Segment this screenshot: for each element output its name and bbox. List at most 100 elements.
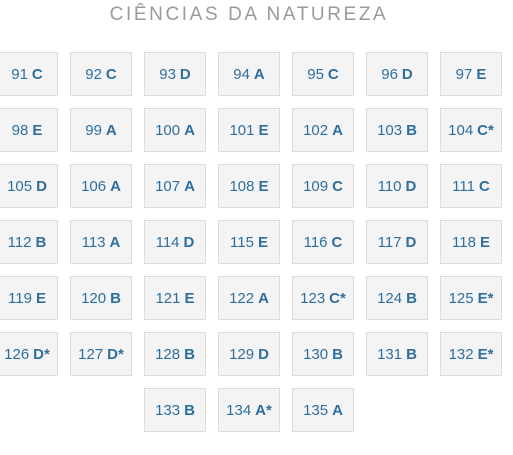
answer-cell[interactable]: 125 E*: [440, 276, 502, 320]
answer-letter: B: [110, 289, 121, 307]
answer-cell[interactable]: 124 B: [366, 276, 428, 320]
answer-cell[interactable]: 126 D*: [0, 332, 58, 376]
question-number: 130: [303, 345, 329, 363]
answer-cell[interactable]: 112 B: [0, 220, 58, 264]
answer-letter: E: [479, 233, 490, 251]
answer-cell[interactable]: 127 D*: [70, 332, 132, 376]
answer-letter: E: [476, 65, 487, 83]
answer-cell[interactable]: 122 A: [218, 276, 280, 320]
answer-cell[interactable]: 97 E: [440, 52, 502, 96]
answer-cell[interactable]: 131 B: [366, 332, 428, 376]
answer-letter: A: [332, 401, 343, 419]
answer-cell[interactable]: 96 D: [366, 52, 428, 96]
answer-letter: B: [184, 401, 195, 419]
question-number: 107: [155, 177, 181, 195]
question-number: 102: [303, 121, 329, 139]
answer-cell[interactable]: 94 A: [218, 52, 280, 96]
answer-cell[interactable]: 134 A*: [218, 388, 280, 432]
answer-cell[interactable]: 93 D: [144, 52, 206, 96]
question-number: 111: [452, 177, 475, 195]
answer-letter: A*: [255, 401, 272, 419]
answer-cell[interactable]: 117 D: [366, 220, 428, 264]
answer-letter: C: [332, 177, 343, 195]
answer-cell[interactable]: 130 B: [292, 332, 354, 376]
answer-cell[interactable]: 95 C: [292, 52, 354, 96]
answer-cell[interactable]: 91 C: [0, 52, 58, 96]
answer-cell[interactable]: 99 A: [70, 108, 132, 152]
answer-cell[interactable]: 113 A: [70, 220, 132, 264]
question-number: 110: [377, 177, 402, 195]
answer-letter: C: [331, 233, 343, 251]
question-number: 129: [229, 345, 255, 363]
answer-letter: A: [258, 289, 269, 307]
answer-cell[interactable]: 100 A: [144, 108, 206, 152]
answer-cell[interactable]: 111 C: [440, 164, 502, 208]
question-number: 96: [381, 65, 398, 83]
question-number: 95: [307, 65, 324, 83]
question-number: 91: [11, 65, 28, 83]
answer-letter: E: [35, 289, 46, 307]
answer-letter: E*: [477, 345, 494, 363]
answer-cell[interactable]: 129 D: [218, 332, 280, 376]
question-number: 119: [8, 289, 32, 307]
question-number: 94: [233, 65, 250, 83]
question-number: 118: [452, 233, 476, 251]
answer-cell[interactable]: 128 B: [144, 332, 206, 376]
question-number: 134: [226, 401, 252, 419]
answer-letter: C: [327, 65, 339, 83]
answer-letter: E: [257, 233, 268, 251]
answer-cell[interactable]: 120 B: [70, 276, 132, 320]
answer-cell[interactable]: 107 A: [144, 164, 206, 208]
question-number: 135: [303, 401, 329, 419]
answer-cell[interactable]: 105 D: [0, 164, 58, 208]
section-title: CIÊNCIAS DA NATUREZA: [109, 4, 389, 25]
question-number: 104: [448, 121, 474, 139]
question-number: 124: [377, 289, 403, 307]
answer-cell[interactable]: 123 C*: [292, 276, 354, 320]
answer-letter: A: [110, 177, 121, 195]
answer-cell[interactable]: 106 A: [70, 164, 132, 208]
answer-letter: A: [253, 65, 265, 83]
answer-letter: B: [406, 289, 417, 307]
answer-cell[interactable]: 135 A: [292, 388, 354, 432]
question-number: 128: [155, 345, 181, 363]
answer-letter: A: [105, 121, 117, 139]
answer-letter: B: [406, 121, 417, 139]
answer-cell[interactable]: 133 B: [144, 388, 206, 432]
answer-letter: E*: [477, 289, 494, 307]
question-number: 99: [85, 121, 102, 139]
answer-cell[interactable]: 118 E: [440, 220, 502, 264]
question-number: 132: [448, 345, 474, 363]
answer-letter: E: [258, 121, 269, 139]
answer-letter: C: [105, 65, 117, 83]
answer-cell[interactable]: 115 E: [218, 220, 280, 264]
answer-letter: B: [406, 345, 417, 363]
question-number: 98: [11, 121, 29, 139]
answer-cell[interactable]: 116 C: [292, 220, 354, 264]
question-number: 109: [303, 177, 329, 195]
question-number: 100: [155, 121, 181, 139]
question-number: 105: [7, 177, 33, 195]
answer-cell[interactable]: 109 C: [292, 164, 354, 208]
answer-cell[interactable]: 132 E*: [440, 332, 502, 376]
question-number: 93: [159, 65, 176, 83]
answer-cell[interactable]: 114 D: [144, 220, 206, 264]
answer-letter: A: [184, 121, 195, 139]
answer-cell[interactable]: 103 B: [366, 108, 428, 152]
answer-cell[interactable]: 102 A: [292, 108, 354, 152]
answer-cell[interactable]: 108 E: [218, 164, 280, 208]
answer-cell[interactable]: 101 E: [218, 108, 280, 152]
answer-cell[interactable]: 110 D: [366, 164, 428, 208]
answer-letter: D*: [107, 345, 124, 363]
answer-cell[interactable]: 121 E: [144, 276, 206, 320]
question-number: 125: [448, 289, 474, 307]
answer-letter: D*: [33, 345, 50, 363]
answer-letter: B: [332, 345, 343, 363]
question-number: 108: [229, 177, 255, 195]
answer-cell[interactable]: 98 E: [0, 108, 58, 152]
answer-letter: C*: [329, 289, 346, 307]
answer-cell[interactable]: 92 C: [70, 52, 132, 96]
question-number: 92: [85, 65, 102, 83]
answer-cell[interactable]: 104 C*: [440, 108, 502, 152]
answer-cell[interactable]: 119 E: [0, 276, 58, 320]
